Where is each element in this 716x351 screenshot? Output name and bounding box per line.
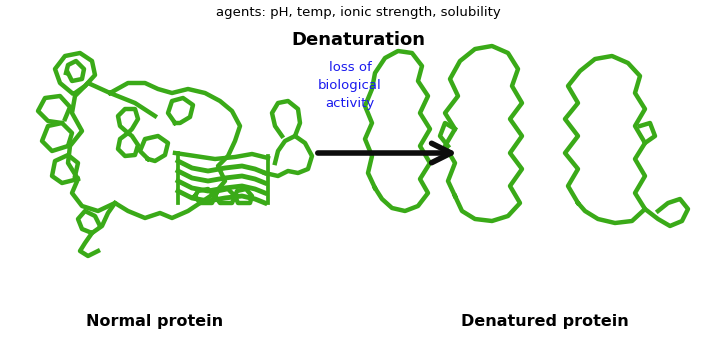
Text: loss of
biological
activity: loss of biological activity [318,61,382,110]
Text: agents: pH, temp, ionic strength, solubility: agents: pH, temp, ionic strength, solubi… [216,6,500,19]
Text: Denaturation: Denaturation [291,31,425,49]
Text: Denatured protein: Denatured protein [461,314,629,329]
Text: Normal protein: Normal protein [87,314,223,329]
